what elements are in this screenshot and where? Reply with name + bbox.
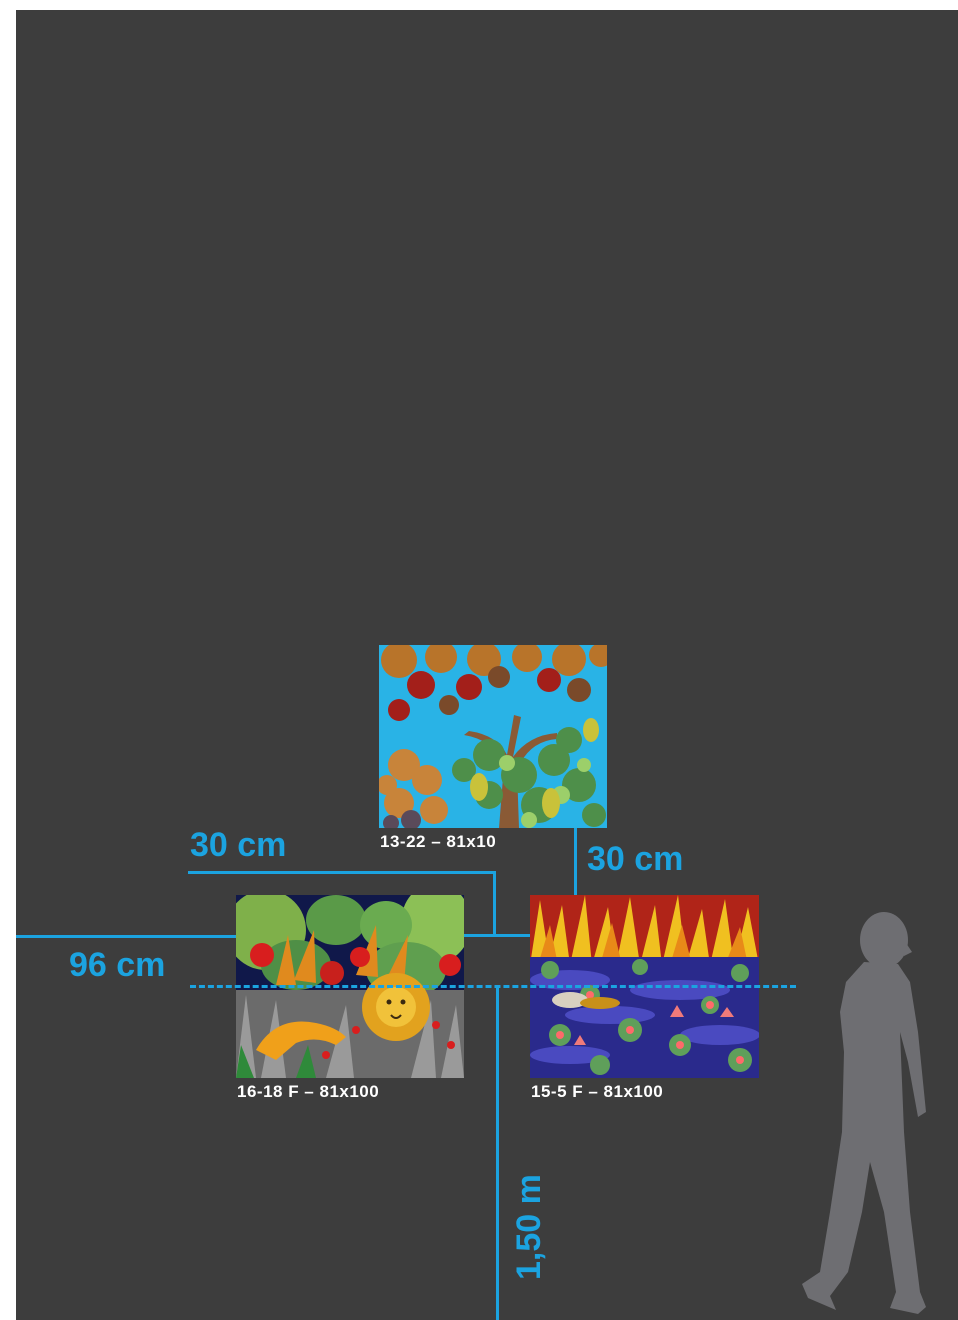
painting-right-artwork <box>530 895 759 1078</box>
painting-top-artwork <box>379 645 607 828</box>
caption-painting-top: 13-22 – 81x10 <box>380 832 497 851</box>
label-spacing-vertical: 30 cm <box>587 840 684 878</box>
person-silhouette-icon <box>802 912 926 1314</box>
label-spacing-horizontal: 30 cm <box>190 826 287 864</box>
measure-line-gap-horizontal <box>464 934 530 937</box>
center-line-dashed <box>190 985 796 988</box>
measure-line-left-wall <box>16 935 236 938</box>
label-center-offset: 96 cm <box>69 946 166 984</box>
measure-line-top-horizontal <box>188 871 496 874</box>
measure-line-spacing-vertical <box>493 871 496 937</box>
measure-line-floor-height <box>496 987 499 1320</box>
caption-painting-left: 16-18 F – 81x100 <box>237 1082 380 1101</box>
caption-painting-right: 15-5 F – 81x100 <box>531 1082 664 1101</box>
measure-line-top-gap <box>574 828 577 895</box>
label-height-from-floor: 1,50 m <box>510 1174 548 1280</box>
painting-right[interactable] <box>530 895 759 1078</box>
painting-top[interactable] <box>379 645 607 828</box>
